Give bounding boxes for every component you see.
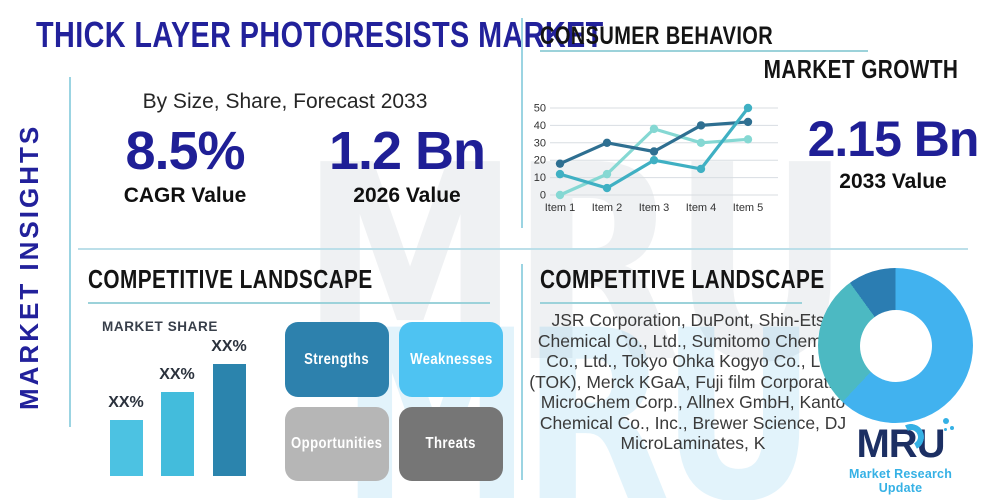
consumer-behavior-heading-wrap: CONSUMER BEHAVIOR (540, 24, 831, 49)
svg-text:50: 50 (534, 103, 546, 115)
2026-label: 2026 Value (353, 184, 461, 207)
consumer-behavior-underline (540, 50, 868, 52)
market-share-bar (110, 420, 143, 476)
mru-logo-tagline: Market Research Update (848, 467, 953, 495)
vertical-divider-bottom-right (521, 264, 523, 480)
market-share-label: MARKET SHARE (102, 319, 218, 334)
donut-hole (859, 309, 932, 382)
svg-text:30: 30 (534, 137, 546, 149)
svg-text:0: 0 (540, 190, 546, 202)
bar-value-label: XX% (159, 366, 195, 383)
mru-logo-text: MRU (856, 418, 954, 466)
svg-text:Item 5: Item 5 (733, 202, 764, 214)
mru-logo: MRU Market Research Update (828, 418, 973, 495)
market-share-bar (213, 364, 246, 476)
page-subtitle: By Size, Share, Forecast 2033 (142, 90, 428, 113)
2033-value: 2.15 Bn (807, 111, 980, 167)
stat-2033-value: 2.15 Bn 2033 Value (793, 114, 993, 194)
swot-strengths-label: Strengths (304, 350, 370, 368)
market-share-donut-chart (818, 268, 973, 423)
competitive-landscape-left-underline (88, 302, 490, 304)
svg-text:Item 2: Item 2 (592, 202, 623, 214)
bar-value-label: XX% (108, 394, 144, 411)
market-growth-heading-wrap: MARKET GROWTH (692, 56, 958, 82)
swot-strengths-box: Strengths (285, 322, 389, 397)
mru-logo-bubble-icon (943, 428, 947, 431)
competitive-landscape-left-heading: COMPETITIVE LANDSCAPE (88, 264, 373, 294)
page-title: THICK LAYER PHOTORESISTS MARKET (36, 14, 604, 55)
swot-opportunities-box: Opportunities (285, 407, 389, 481)
market-share-bar (161, 392, 194, 476)
cagr-label: CAGR Value (123, 184, 247, 207)
swot-weaknesses-label: Weaknesses (409, 350, 493, 368)
svg-text:Item 1: Item 1 (545, 202, 576, 214)
2033-label: 2033 Value (839, 170, 947, 193)
mru-logo-letters: MRU (856, 422, 945, 466)
vertical-divider-top-right (521, 18, 523, 228)
svg-text:20: 20 (534, 155, 546, 167)
swot-threats-label: Threats (425, 435, 477, 452)
market-growth-line-chart: 0 10 20 30 40 50 Item 1 Item 2 Item 3 Item 4 Item … (524, 100, 786, 220)
swot-opportunities-label: Opportunities (291, 435, 383, 452)
page-title-wrap: THICK LAYER PHOTORESISTS MARKET (36, 14, 746, 56)
svg-text:10: 10 (534, 172, 546, 184)
competitive-landscape-left-heading-wrap: COMPETITIVE LANDSCAPE (88, 266, 444, 292)
market-share-bar-chart: XX% XX% XX% (108, 330, 278, 476)
swot-threats-box: Threats (399, 407, 503, 481)
competitive-landscape-right-underline (540, 302, 802, 304)
cagr-value: 8.5% (125, 121, 245, 181)
mru-logo-bubble-icon (949, 426, 954, 430)
vertical-divider-left (69, 77, 71, 427)
svg-text:40: 40 (534, 120, 546, 132)
svg-text:Item 3: Item 3 (639, 202, 670, 214)
mru-logo-bubble-icon (942, 418, 949, 424)
stat-cagr: 8.5% CAGR Value (100, 124, 270, 208)
stat-2026-value: 1.2 Bn 2026 Value (322, 124, 492, 208)
svg-text:Item 4: Item 4 (686, 202, 717, 214)
market-growth-heading: MARKET GROWTH (763, 54, 958, 84)
sidebar-vertical-label: MARKET INSIGHTS (14, 123, 44, 411)
horizontal-divider (78, 248, 968, 250)
bar-value-label: XX% (211, 338, 247, 355)
competitive-landscape-right-heading-wrap: COMPETITIVE LANDSCAPE (540, 266, 896, 292)
swot-weaknesses-box: Weaknesses (399, 322, 503, 397)
competitive-landscape-right-heading: COMPETITIVE LANDSCAPE (540, 264, 825, 294)
line-chart-svg: 0 10 20 30 40 50 Item 1 Item 2 Item 3 Item 4 Item … (534, 103, 778, 214)
company-list: JSR Corporation, DuPont, Shin-Etsu Chemi… (529, 310, 857, 453)
2026-value: 1.2 Bn (328, 121, 486, 181)
consumer-behavior-heading: CONSUMER BEHAVIOR (540, 22, 774, 50)
